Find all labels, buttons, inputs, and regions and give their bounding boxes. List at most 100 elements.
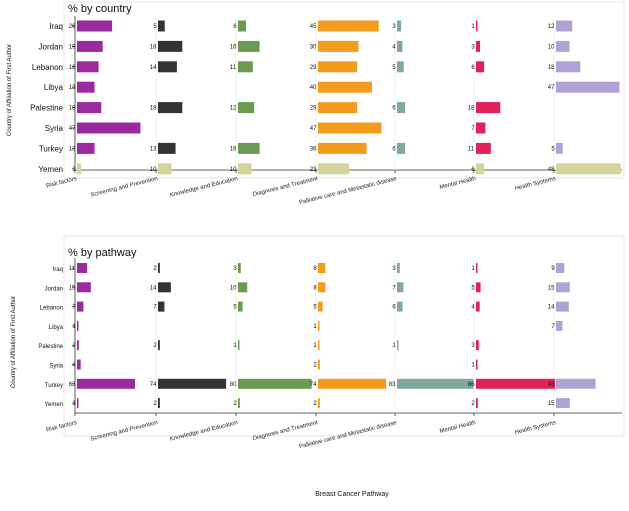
- value-label: 6: [471, 167, 475, 173]
- value-label: 47: [69, 126, 76, 132]
- value-label: 1: [471, 266, 475, 272]
- value-label: 1: [313, 324, 317, 330]
- bar-libya-diagnosis-and-treatment: [318, 81, 372, 93]
- bar-iraq-risk-factors: [77, 263, 88, 273]
- value-label: 1: [471, 363, 475, 369]
- row-label-turkey: Turkey: [45, 383, 63, 389]
- value-label: 5: [313, 305, 317, 311]
- value-label: 5: [471, 285, 475, 291]
- bar-jordan-mental-health: [476, 40, 481, 52]
- row-label-libya: Libya: [44, 83, 64, 92]
- bar-yemen-screening-and-prevention: [158, 163, 172, 175]
- value-label: 15: [69, 285, 76, 291]
- panel-title: % by pathway: [68, 247, 137, 259]
- value-label: 2: [153, 401, 157, 407]
- bar-jordan-health-systems: [556, 40, 570, 52]
- panel-title: % by country: [68, 3, 132, 15]
- value-label: 5: [551, 146, 555, 152]
- bar-palestine-palliative-care-and-metastatic-disease: [397, 340, 399, 351]
- bar-syria-diagnosis-and-treatment: [318, 122, 382, 134]
- value-label: 4: [471, 305, 475, 311]
- bar-palestine-knowledge-and-education: [238, 340, 240, 351]
- value-label: 11: [230, 65, 237, 71]
- bar-libya-risk-factors: [77, 81, 95, 93]
- bar-yemen-risk-factors: [77, 398, 79, 409]
- value-label: 15: [548, 401, 555, 407]
- bar-jordan-risk-factors: [77, 282, 91, 293]
- value-label: 19: [69, 44, 76, 50]
- row-label-lebanon: Lebanon: [40, 306, 63, 312]
- bar-syria-risk-factors: [77, 359, 81, 370]
- bar-turkey-diagnosis-and-treatment: [318, 378, 387, 389]
- bar-lebanon-risk-factors: [77, 301, 84, 312]
- bar-turkey-mental-health: [476, 142, 491, 154]
- value-label: 30: [310, 44, 317, 50]
- value-label: 6: [392, 305, 396, 311]
- bar-libya-risk-factors: [77, 320, 79, 331]
- bar-palestine-palliative-care-and-metastatic-disease: [397, 102, 406, 114]
- x-axis-title: Breast Cancer Pathway: [315, 491, 389, 498]
- value-label: 18: [150, 106, 157, 112]
- value-label: 47: [310, 126, 317, 132]
- value-label: 18: [468, 106, 475, 112]
- value-label: 5: [153, 24, 157, 30]
- y-axis-title: Country of Affiliation of First Author: [11, 296, 17, 388]
- bar-iraq-risk-factors: [77, 20, 113, 32]
- bar-jordan-knowledge-and-education: [238, 282, 248, 293]
- bar-iraq-screening-and-prevention: [158, 20, 165, 32]
- value-label: 63: [69, 382, 76, 388]
- bar-lebanon-palliative-care-and-metastatic-disease: [397, 301, 403, 312]
- value-label: 14: [150, 285, 157, 291]
- panel-frame: [63, 1, 625, 179]
- value-label: 7: [471, 126, 475, 132]
- value-label: 1: [471, 24, 475, 30]
- bar-iraq-health-systems: [556, 20, 573, 32]
- value-label: 11: [468, 146, 475, 152]
- value-label: 29: [310, 106, 317, 112]
- value-label: 3: [471, 44, 475, 50]
- value-label: 13: [150, 146, 157, 152]
- bar-turkey-screening-and-prevention: [158, 378, 227, 389]
- value-label: 10: [548, 44, 555, 50]
- value-label: 3: [233, 266, 237, 272]
- value-label: 7: [72, 305, 76, 311]
- value-label: 2: [153, 266, 157, 272]
- row-label-iraq: Iraq: [53, 267, 63, 273]
- bar-turkey-diagnosis-and-treatment: [318, 142, 367, 154]
- value-label: 4: [72, 363, 76, 369]
- value-label: 2: [233, 401, 237, 407]
- bar-iraq-mental-health: [476, 20, 478, 32]
- value-label: 11: [69, 266, 76, 272]
- bar-turkey-risk-factors: [77, 378, 135, 389]
- value-label: 83: [389, 382, 396, 388]
- value-label: 9: [551, 266, 555, 272]
- bar-syria-risk-factors: [77, 122, 141, 134]
- bar-turkey-health-systems: [556, 142, 563, 154]
- bar-lebanon-palliative-care-and-metastatic-disease: [397, 61, 404, 73]
- value-label: 6: [392, 146, 396, 152]
- bar-iraq-diagnosis-and-treatment: [318, 263, 326, 273]
- x-tick-label-diagnosis-and-treatment: Diagnosis and Treatment: [252, 176, 318, 198]
- value-label: 48: [548, 167, 555, 173]
- bar-yemen-diagnosis-and-treatment: [318, 398, 320, 409]
- bar-jordan-palliative-care-and-metastatic-disease: [397, 282, 404, 293]
- value-label: 6: [471, 65, 475, 71]
- value-label: 12: [548, 24, 555, 30]
- x-tick-label-diagnosis-and-treatment: Diagnosis and Treatment: [252, 420, 318, 442]
- bar-syria-mental-health: [476, 122, 486, 134]
- value-label: 10: [150, 167, 157, 173]
- bar-palestine-mental-health: [476, 102, 501, 114]
- bar-palestine-risk-factors: [77, 102, 102, 114]
- value-label: 47: [548, 85, 555, 91]
- value-label: 45: [310, 24, 317, 30]
- bar-jordan-mental-health: [476, 282, 481, 293]
- bar-yemen-screening-and-prevention: [158, 398, 160, 409]
- value-label: 1: [233, 343, 237, 349]
- bar-palestine-mental-health: [476, 340, 479, 351]
- bar-yemen-mental-health: [476, 398, 478, 409]
- row-label-turkey: Turkey: [39, 144, 63, 153]
- value-label: 2: [471, 401, 475, 407]
- bar-jordan-knowledge-and-education: [238, 40, 260, 52]
- value-label: 16: [230, 44, 237, 50]
- row-label-syria: Syria: [49, 364, 63, 370]
